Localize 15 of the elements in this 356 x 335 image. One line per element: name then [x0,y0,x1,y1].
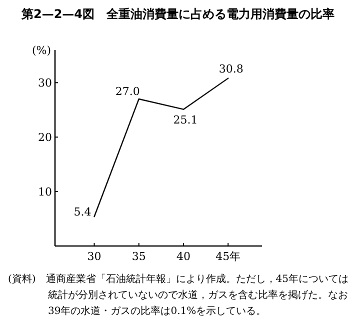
x-tick-label: 30 [87,250,102,263]
x-tick-label: 35 [132,250,146,263]
data-label: 5.4 [74,206,92,219]
x-tick-label: 45年 [216,250,241,263]
y-tick-label: 30 [38,76,52,90]
y-tick-label: 20 [38,131,52,144]
chart-title: 第2—2—4図 全重油消費量に占める電力用消費量の比率 [20,6,336,23]
line-series [94,78,229,218]
text: (資料) 通商産業省「石油統計年報」により作成。ただし，45年については統計が分別されていないので水道，ガスを含む比率を掲げた。なお39年の水道・ガスの比率は0.1%を示している。 [8,272,350,319]
x-tick-label: 40 [176,250,190,263]
y-tick-label: 10 [38,186,52,199]
data-label: 30.8 [218,62,244,76]
y-axis-title: (%) [32,44,51,57]
data-label: 27.0 [115,85,140,98]
data-label: 25.1 [173,113,198,126]
